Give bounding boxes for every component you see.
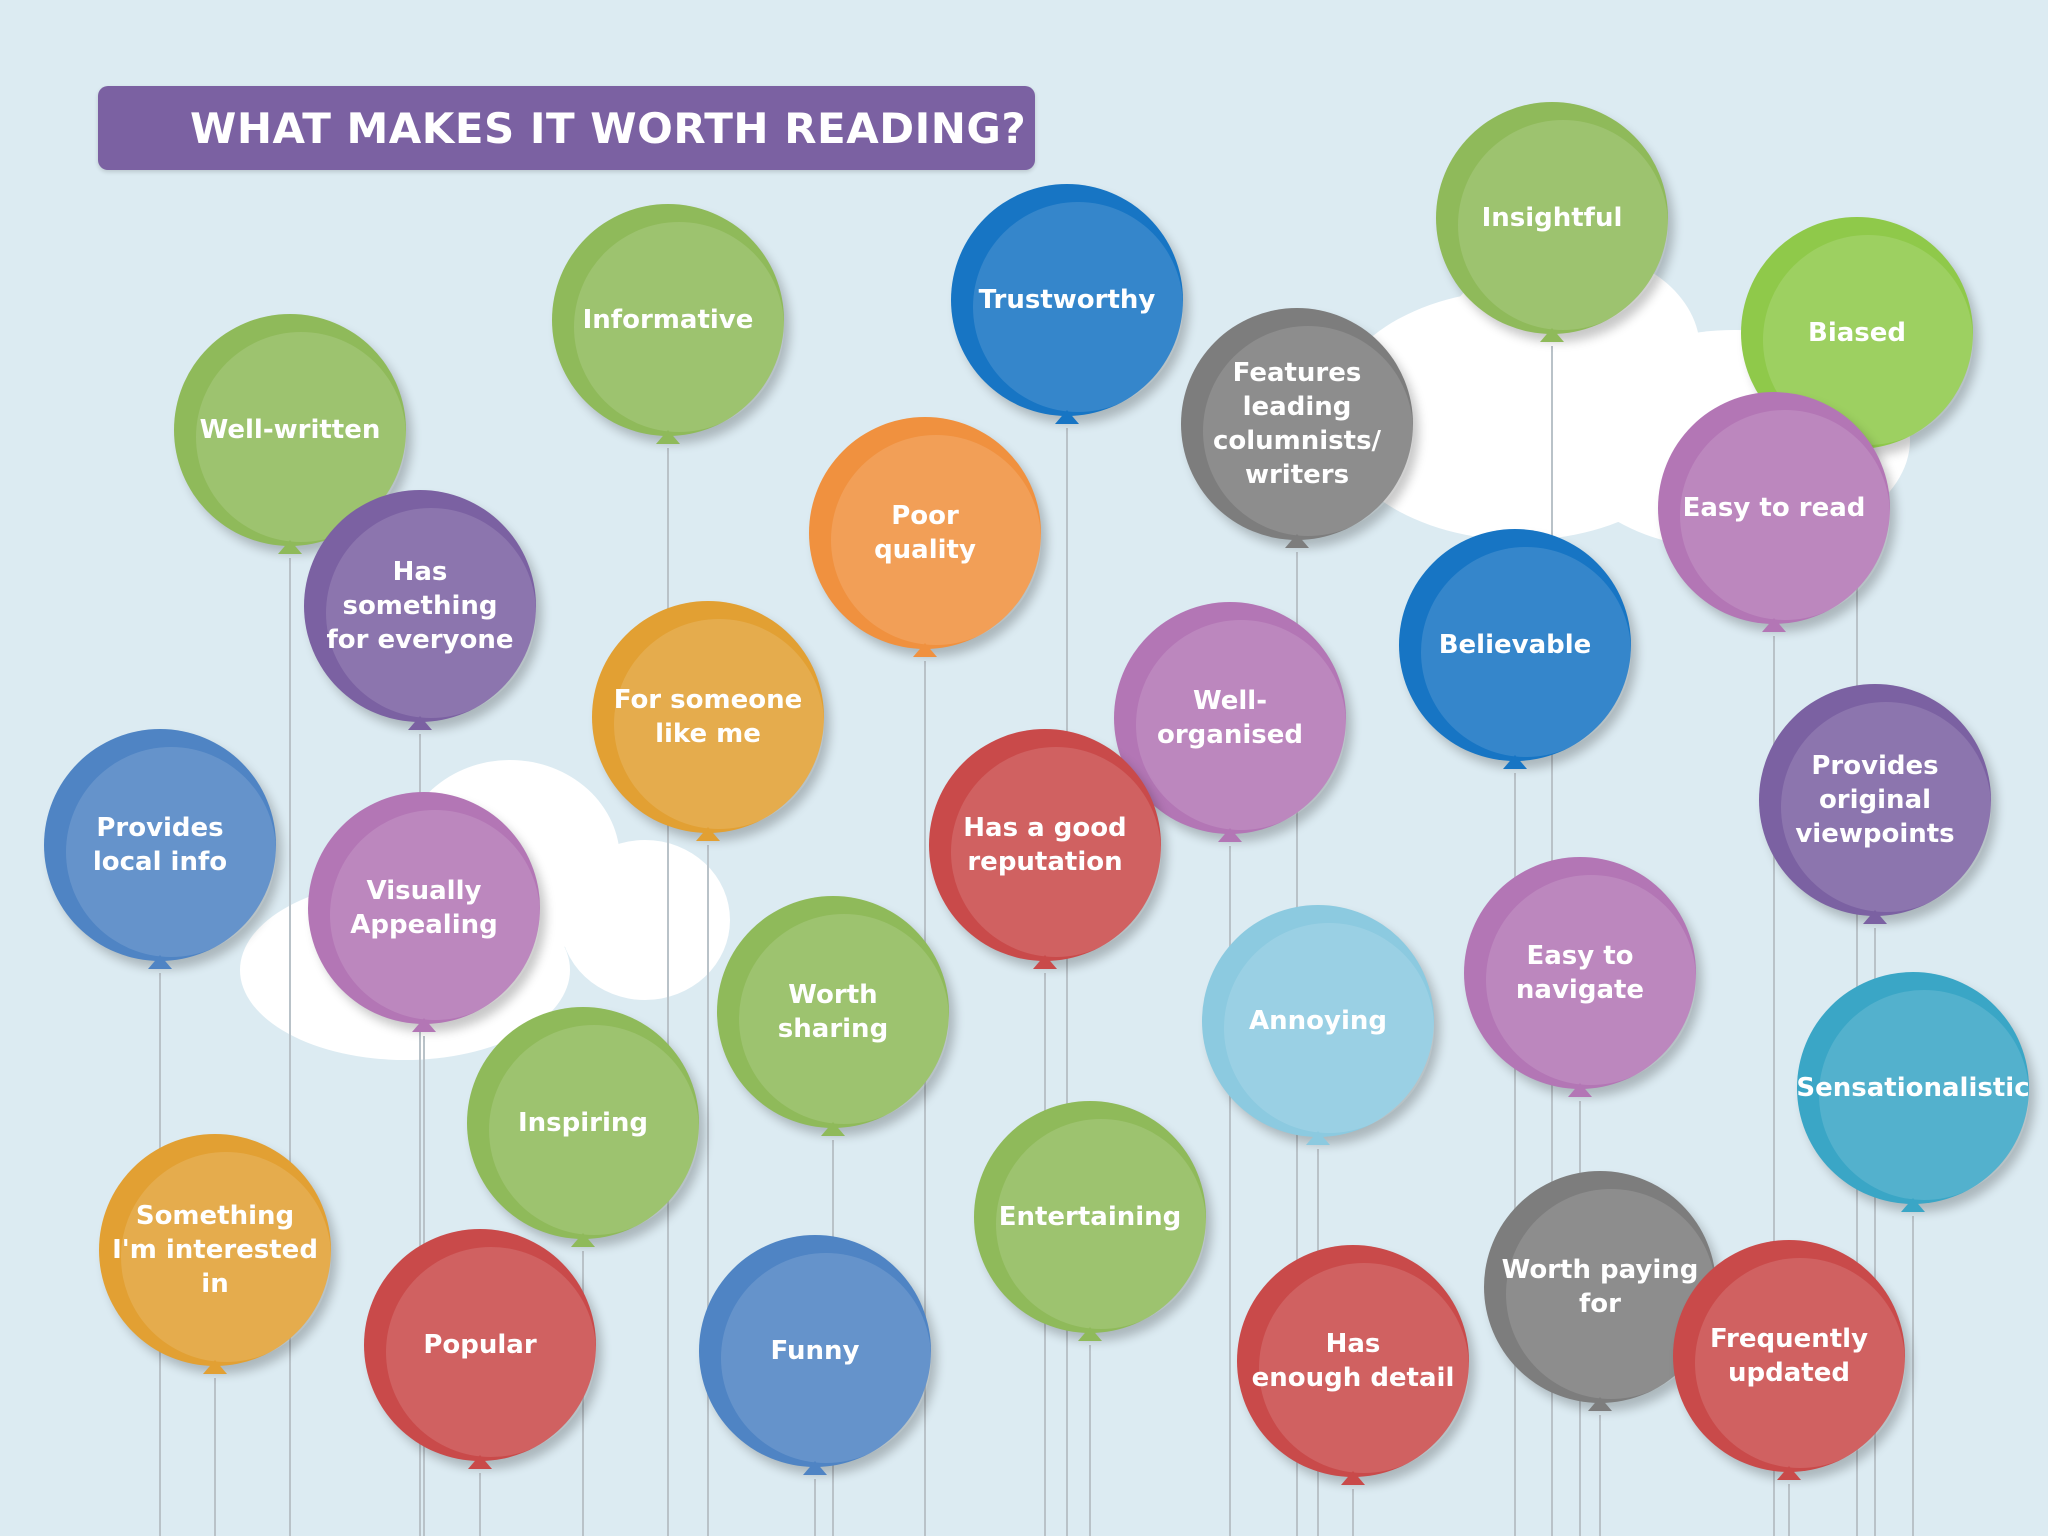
balloon-knot: [1218, 828, 1242, 842]
balloon: Worth paying for: [1484, 1171, 1716, 1411]
balloon: Something I'm interested in: [99, 1134, 331, 1374]
balloon-knot: [1055, 410, 1079, 424]
balloon-knot: [468, 1455, 492, 1469]
balloon: Provides original viewpoints: [1759, 684, 1991, 924]
balloon-knot: [278, 540, 302, 554]
balloon-knot: [1341, 1471, 1365, 1485]
balloon-label: Poor quality: [874, 501, 976, 565]
balloon: Provides local info: [44, 729, 276, 969]
balloon-knot: [913, 643, 937, 657]
balloon: Entertaining: [974, 1101, 1206, 1341]
balloon-label: Well- organised: [1157, 686, 1303, 750]
balloon: Sensationalistic: [1796, 972, 2030, 1212]
balloon-knot: [1078, 1327, 1102, 1341]
balloon-label: Something I'm interested in: [112, 1201, 318, 1299]
balloon-label: Believable: [1438, 630, 1592, 660]
balloon: Popular: [364, 1229, 596, 1469]
balloon-label: Annoying: [1249, 1006, 1387, 1036]
balloon-label: Features leading columnists/ writers: [1212, 358, 1382, 490]
balloon-knot: [203, 1360, 227, 1374]
balloon-knot: [148, 955, 172, 969]
balloon-knot: [1777, 1466, 1801, 1480]
balloon-label: Easy to read: [1682, 493, 1866, 523]
balloon: For someone like me: [592, 601, 824, 841]
balloon-label: Has something for everyone: [326, 557, 514, 655]
balloon: Informative: [552, 204, 784, 444]
balloon-label: For someone like me: [613, 685, 803, 749]
balloon-label: Has a good reputation: [963, 813, 1127, 877]
balloon: Frequently updated: [1673, 1240, 1905, 1480]
balloon-knot: [803, 1461, 827, 1475]
balloon-knot: [1588, 1397, 1612, 1411]
balloon-knot: [1033, 955, 1057, 969]
cloud: [560, 840, 730, 1000]
balloon-knot: [1863, 910, 1887, 924]
balloon: Worth sharing: [717, 896, 949, 1136]
balloon: Has something for everyone: [304, 490, 536, 730]
balloon-knot: [1762, 618, 1786, 632]
balloon: Has enough detail: [1237, 1245, 1469, 1485]
balloon-label: Visually Appealing: [350, 876, 498, 940]
balloon-label: Funny: [770, 1336, 860, 1366]
balloon: Insightful: [1436, 102, 1668, 342]
balloon-knot: [571, 1233, 595, 1247]
balloon: Funny: [699, 1235, 931, 1475]
title-banner: WHAT MAKES IT WORTH READING?: [98, 86, 1035, 170]
balloon: Annoying: [1202, 905, 1434, 1145]
balloon: Poor quality: [809, 417, 1041, 657]
balloon: Believable: [1399, 529, 1631, 769]
balloon-knot: [1306, 1131, 1330, 1145]
balloon: Easy to read: [1658, 392, 1890, 632]
balloon: Easy to navigate: [1464, 857, 1696, 1097]
balloon: Trustworthy: [951, 184, 1183, 424]
balloon: Has a good reputation: [929, 729, 1161, 969]
balloon-label: Trustworthy: [978, 285, 1156, 315]
balloon-knot: [656, 430, 680, 444]
balloon-label: Easy to navigate: [1515, 941, 1645, 1005]
balloon: Features leading columnists/ writers: [1181, 308, 1413, 548]
balloon-label: Provides local info: [92, 813, 228, 877]
balloon-knot: [821, 1122, 845, 1136]
balloon-label: Provides original viewpoints: [1795, 751, 1955, 849]
balloon-knot: [408, 716, 432, 730]
balloon-label: Inspiring: [517, 1108, 649, 1138]
balloon-label: Worth paying for: [1501, 1255, 1699, 1319]
balloon: Biased: [1741, 217, 1973, 457]
balloon-knot: [412, 1018, 436, 1032]
balloon: Visually Appealing: [308, 792, 540, 1032]
balloon-knot: [696, 827, 720, 841]
balloon-label: Worth sharing: [777, 980, 889, 1044]
balloon-label: Insightful: [1481, 203, 1623, 233]
balloon-label: Biased: [1808, 318, 1906, 348]
page-title: WHAT MAKES IT WORTH READING?: [190, 103, 1027, 153]
balloon-label: Has enough detail: [1251, 1329, 1455, 1393]
balloon-label: Informative: [582, 305, 754, 335]
balloon-label: Popular: [423, 1330, 537, 1360]
balloon-knot: [1503, 755, 1527, 769]
balloon-knot: [1285, 534, 1309, 548]
balloon-label: Well-written: [199, 415, 381, 445]
balloon-knot: [1901, 1198, 1925, 1212]
balloon-label: Entertaining: [998, 1202, 1182, 1232]
balloon-knot: [1540, 328, 1564, 342]
balloon: Well- organised: [1114, 602, 1346, 842]
balloon: Inspiring: [467, 1007, 699, 1247]
balloon-label: Frequently updated: [1709, 1324, 1869, 1388]
balloon-knot: [1568, 1083, 1592, 1097]
balloon-label: Sensationalistic: [1796, 1073, 2030, 1103]
